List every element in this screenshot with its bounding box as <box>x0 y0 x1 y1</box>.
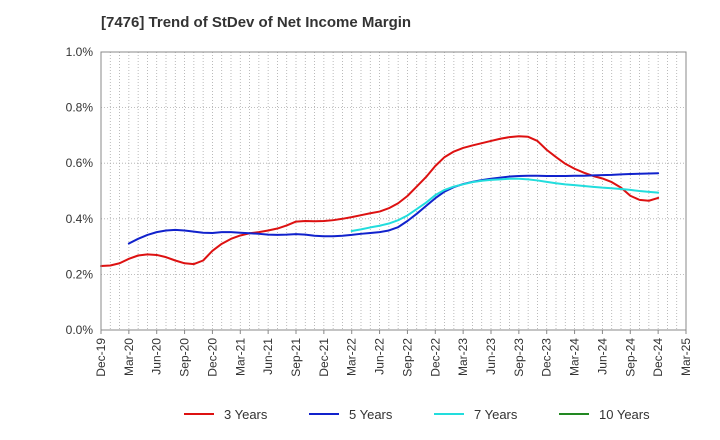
plot-area-frame <box>100 51 687 331</box>
x-tick-label: Mar-25 <box>679 338 693 376</box>
series-line-5-years <box>127 172 660 245</box>
x-tick-label: Jun-23 <box>484 338 498 375</box>
legend-label: 3 Years <box>224 407 268 422</box>
y-tick-label: 1.0% <box>66 45 94 59</box>
series-line-3-years <box>100 135 660 268</box>
series-line-7-years <box>350 177 660 233</box>
legend-label: 10 Years <box>599 407 650 422</box>
x-axis-ticks: Dec-19 Mar-20 Jun-20 Sep-20 Dec-20 Mar-21 Jun-… <box>94 330 693 377</box>
chart-title: [7476] Trend of StDev of Net Income Marg… <box>101 14 412 31</box>
y-tick-label: 0.6% <box>66 156 94 170</box>
x-tick-label: Mar-22 <box>345 338 359 376</box>
x-tick-label: Dec-21 <box>317 338 331 377</box>
series-lines <box>100 135 660 268</box>
x-tick-label: Dec-20 <box>205 338 219 377</box>
x-tick-label: Sep-24 <box>623 338 637 377</box>
x-tick-label: Dec-24 <box>651 338 665 377</box>
x-tick-label: Sep-23 <box>512 338 526 377</box>
y-tick-label: 0.0% <box>66 323 94 337</box>
x-tick-label: Sep-21 <box>289 338 303 377</box>
x-tick-label: Mar-24 <box>568 338 582 376</box>
x-tick-label: Jun-22 <box>373 338 387 375</box>
x-tick-label: Mar-21 <box>233 338 247 376</box>
x-tick-label: Dec-23 <box>540 338 554 377</box>
grid-lines <box>101 52 686 330</box>
y-tick-label: 0.2% <box>66 267 94 281</box>
legend-label: 7 Years <box>474 407 518 422</box>
x-tick-label: Dec-22 <box>428 338 442 377</box>
x-tick-label: Jun-21 <box>261 338 275 375</box>
y-tick-label: 0.4% <box>66 212 94 226</box>
x-tick-label: Dec-19 <box>94 338 108 377</box>
x-tick-label: Mar-23 <box>456 338 470 376</box>
x-tick-label: Sep-22 <box>400 338 414 377</box>
x-tick-label: Sep-20 <box>178 338 192 377</box>
x-tick-label: Mar-20 <box>122 338 136 376</box>
x-tick-label: Jun-24 <box>595 338 609 375</box>
y-axis-ticks: 0.0% 0.2% 0.4% 0.6% 0.8% 1.0% <box>66 45 94 337</box>
y-tick-label: 0.8% <box>66 101 94 115</box>
x-tick-label: Jun-20 <box>150 338 164 375</box>
legend-label: 5 Years <box>349 407 393 422</box>
legend: 3 Years 5 Years 7 Years 10 Years <box>184 407 650 422</box>
